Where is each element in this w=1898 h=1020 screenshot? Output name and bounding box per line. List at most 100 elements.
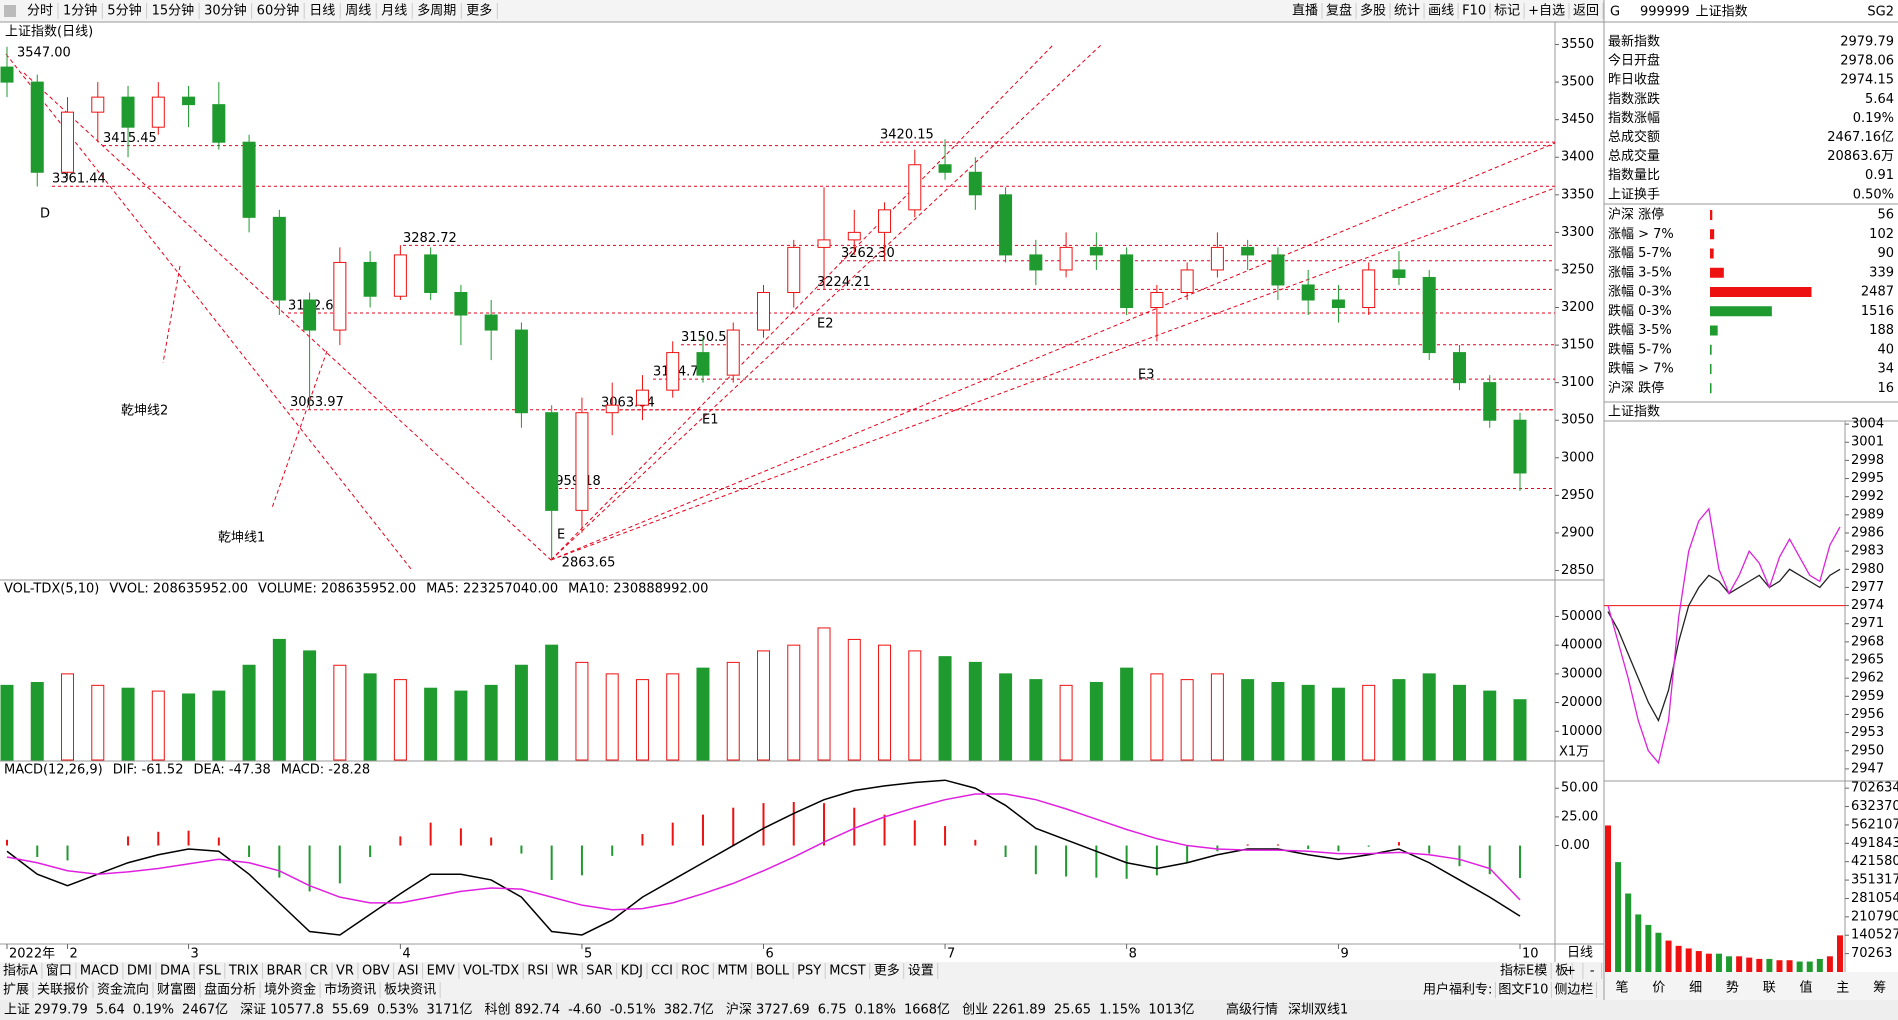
tool-button[interactable]: 统计 bbox=[1394, 4, 1420, 19]
y-tick-label: 2974 bbox=[1851, 598, 1884, 613]
period-button[interactable]: 周线 bbox=[345, 4, 371, 19]
volume-bar bbox=[1392, 679, 1406, 761]
period-button[interactable]: 月线 bbox=[381, 4, 407, 19]
status-extra: 深圳双线1 bbox=[1288, 1003, 1348, 1018]
tool-button[interactable]: 复盘 bbox=[1326, 3, 1352, 19]
status-value: 6.75 bbox=[818, 1003, 847, 1018]
bottom-tab[interactable]: 关联报价 bbox=[37, 983, 89, 998]
candle-body bbox=[1422, 276, 1436, 354]
status-name: 深证 bbox=[240, 1003, 266, 1018]
bottom-tab[interactable]: 资金流向 bbox=[97, 982, 149, 998]
indicator-tab[interactable]: BOLL bbox=[756, 964, 790, 979]
breadth-bar bbox=[1710, 364, 1712, 374]
indicator-tab[interactable]: 板 bbox=[1555, 964, 1568, 979]
intraday-volume bbox=[1665, 940, 1672, 972]
period-button[interactable]: 更多 bbox=[466, 3, 492, 19]
period-button[interactable]: 1分钟 bbox=[63, 3, 97, 19]
indicator-tab[interactable]: 设置 bbox=[908, 964, 934, 979]
indicator-tab[interactable]: ROC bbox=[681, 964, 709, 979]
indicator-tab[interactable]: KDJ bbox=[621, 964, 643, 979]
breadth-bar bbox=[1710, 210, 1713, 220]
volume-bar bbox=[908, 650, 922, 761]
intraday-volume bbox=[1796, 961, 1803, 972]
indicator-tab[interactable]: 窗口 bbox=[46, 963, 72, 979]
indicator-tab[interactable]: FSL bbox=[198, 964, 222, 979]
volume-bar bbox=[91, 684, 105, 761]
period-button[interactable]: 日线 bbox=[309, 4, 335, 19]
indicator-tab[interactable]: RSI bbox=[527, 964, 548, 979]
indicator-tab[interactable]: VR bbox=[336, 964, 354, 979]
volume-bar bbox=[151, 690, 165, 761]
period-button[interactable]: 分时 bbox=[27, 4, 53, 19]
volume-bar bbox=[363, 673, 377, 761]
indicator-tab[interactable]: SAR bbox=[586, 964, 612, 979]
indicator-tab[interactable]: DMA bbox=[160, 964, 190, 979]
quote-name: 上证指数 bbox=[1696, 5, 1748, 20]
zoom-button[interactable]: + bbox=[1565, 964, 1576, 979]
bottom-tab[interactable]: 用户福利专: bbox=[1423, 982, 1492, 998]
bottom-tab[interactable]: 财富圈 bbox=[157, 982, 196, 998]
intraday-title: 上证指数 bbox=[1608, 405, 1660, 420]
indicator-tab[interactable]: DMI bbox=[127, 964, 152, 979]
indicator-tab[interactable]: OBV bbox=[362, 964, 390, 979]
zoom-button[interactable]: - bbox=[1590, 964, 1595, 979]
indicator-tab[interactable]: WR bbox=[556, 964, 578, 979]
bottom-tab[interactable]: 盘面分析 bbox=[204, 982, 256, 998]
side-tab[interactable]: 筹 bbox=[1873, 980, 1886, 996]
bottom-tab[interactable]: 图文F10 bbox=[1498, 983, 1548, 998]
tool-button[interactable]: F10 bbox=[1462, 4, 1486, 19]
candle-body bbox=[363, 261, 377, 297]
intraday-volume bbox=[1675, 945, 1682, 972]
tool-button[interactable]: 画线 bbox=[1428, 4, 1454, 19]
quote-label: 指数涨幅 bbox=[1608, 111, 1660, 126]
tool-button[interactable]: 标记 bbox=[1494, 4, 1520, 19]
quote-value: 2979.79 bbox=[1840, 35, 1894, 50]
indicator-tab[interactable]: ASI bbox=[398, 964, 419, 979]
period-button[interactable]: 60分钟 bbox=[257, 3, 300, 19]
y-tick-label: 25.00 bbox=[1561, 809, 1598, 824]
status-value: 1668亿 bbox=[904, 1003, 950, 1018]
bottom-tab[interactable]: 境外资金 bbox=[264, 982, 316, 998]
status-bg bbox=[0, 1000, 1898, 1020]
indicator-tab[interactable]: BRAR bbox=[267, 964, 302, 979]
indicator-tab[interactable]: CR bbox=[310, 964, 328, 979]
candle-body bbox=[484, 314, 498, 331]
side-tab[interactable]: 笔 bbox=[1615, 980, 1628, 996]
side-tab[interactable]: 细 bbox=[1689, 981, 1702, 996]
breadth-value: 16 bbox=[1877, 381, 1894, 396]
indicator-tab[interactable]: CCI bbox=[651, 964, 673, 979]
bottom-tab[interactable]: 侧边栏 bbox=[1554, 983, 1593, 998]
high-marker: 3547.00 bbox=[17, 45, 71, 60]
indicator-tab[interactable]: PSY bbox=[797, 964, 821, 979]
bottom-tab[interactable]: 板块资讯 bbox=[384, 983, 436, 998]
bottom-tab[interactable]: 市场资讯 bbox=[324, 982, 376, 998]
indicator-tab[interactable]: MTM bbox=[717, 964, 747, 979]
side-tab[interactable]: 联 bbox=[1763, 981, 1776, 996]
tool-button[interactable]: 返回 bbox=[1573, 4, 1599, 19]
indicator-tab[interactable]: MCST bbox=[829, 964, 866, 979]
period-button[interactable]: 15分钟 bbox=[152, 3, 195, 19]
status-value: 25.65 bbox=[1054, 1003, 1091, 1018]
indicator-tab[interactable]: TRIX bbox=[228, 964, 259, 979]
y-tick-label: 3004 bbox=[1851, 417, 1884, 432]
indicator-tab[interactable]: EMV bbox=[427, 964, 455, 979]
period-button[interactable]: 5分钟 bbox=[107, 3, 141, 19]
tool-button[interactable]: 直播 bbox=[1292, 4, 1318, 19]
tool-button[interactable]: +自选 bbox=[1528, 4, 1565, 19]
period-button[interactable]: 30分钟 bbox=[204, 3, 247, 19]
indicator-tab[interactable]: VOL-TDX bbox=[463, 964, 519, 979]
period-button[interactable]: 多周期 bbox=[417, 3, 456, 19]
tool-button[interactable]: 多股 bbox=[1360, 3, 1386, 19]
side-tab[interactable]: 主 bbox=[1836, 981, 1849, 996]
indicator-tab[interactable]: 指标A bbox=[3, 964, 38, 979]
indicator-tab[interactable]: 更多 bbox=[874, 963, 900, 979]
bottom-tab[interactable]: 扩展 bbox=[3, 983, 29, 998]
indicator-tab[interactable]: MACD bbox=[80, 964, 119, 979]
side-tab[interactable]: 势 bbox=[1726, 980, 1739, 996]
side-tab[interactable]: 值 bbox=[1799, 980, 1812, 996]
level-label: 3361.44 bbox=[52, 172, 106, 187]
indicator-tab[interactable]: 指标E模 bbox=[1500, 964, 1547, 979]
candle-body bbox=[61, 111, 75, 173]
side-tab[interactable]: 价 bbox=[1652, 981, 1665, 996]
